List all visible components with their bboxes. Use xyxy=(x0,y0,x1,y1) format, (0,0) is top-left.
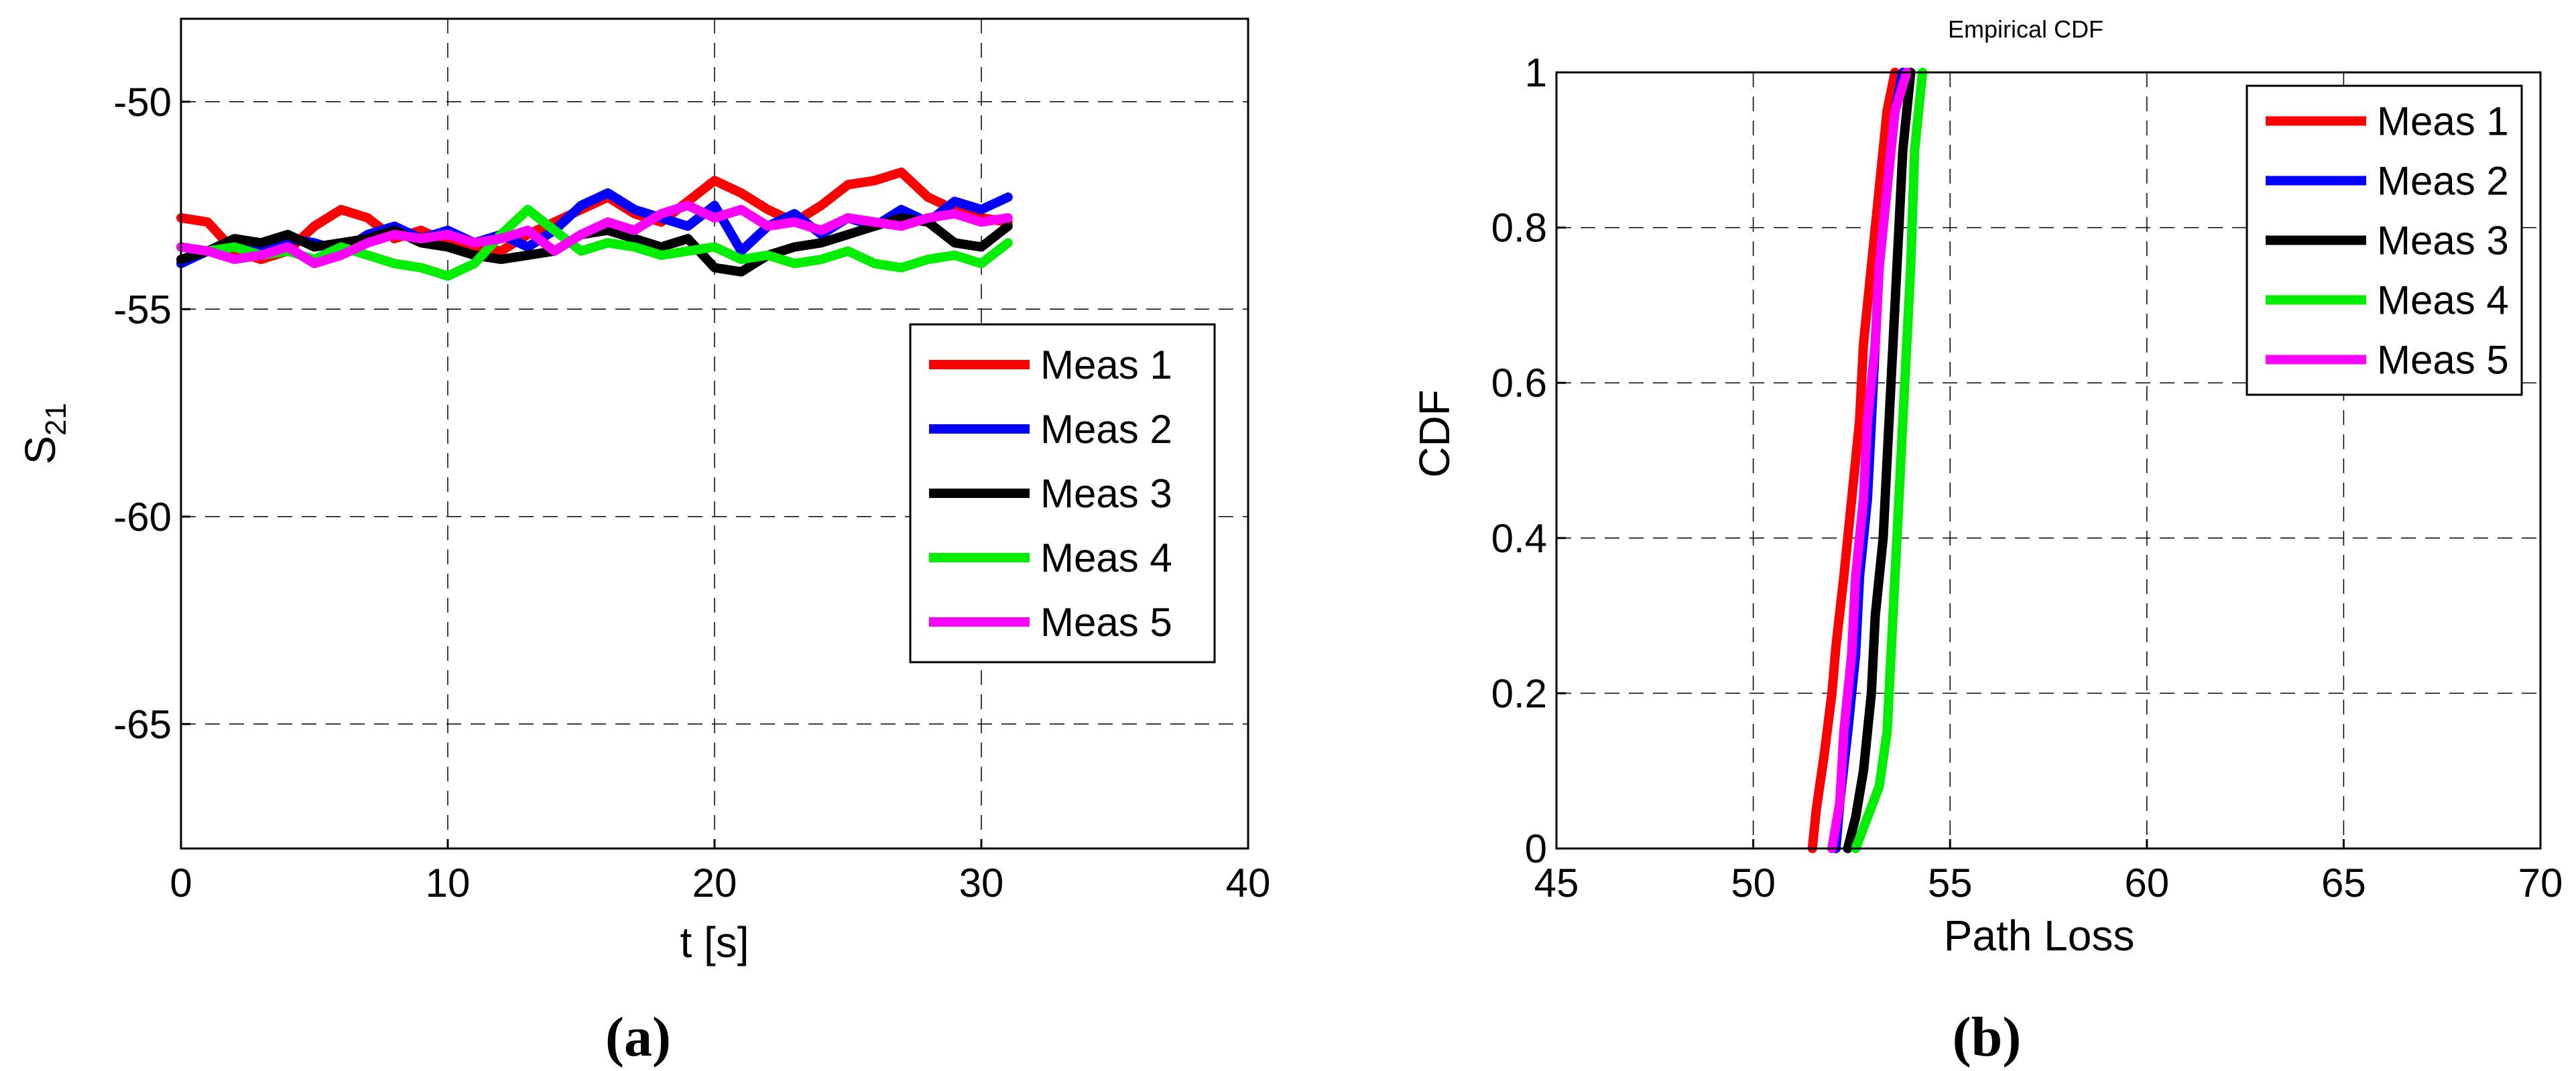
chart-a-xtick-label: 30 xyxy=(959,861,1004,905)
chart-a: 0 10 20 30 40-65-60-55-50 t [s] S21 Meas 1Me… xyxy=(16,17,1270,1068)
chart-a-panel-label: (a) xyxy=(605,1006,671,1068)
chart-b-series xyxy=(1807,68,1928,853)
chart-b-series-4-line xyxy=(1851,68,1928,853)
chart-b-ytick-label: 1 xyxy=(1525,50,1547,95)
chart-b-legend-label: Meas 5 xyxy=(2377,338,2509,383)
chart-b-xtick-label: 70 xyxy=(2518,861,2563,905)
chart-a-xtick-label: 0 xyxy=(170,861,192,905)
chart-a-ytick-label: -65 xyxy=(113,702,172,747)
chart-b-xlabel: Path Loss xyxy=(1944,911,2135,960)
chart-a-ylabel-main: S xyxy=(16,436,64,464)
chart-b-frame xyxy=(1555,71,2542,850)
chart-b-legend-label: Meas 3 xyxy=(2377,218,2509,263)
chart-b-series-1-line xyxy=(1807,68,1900,853)
chart-b-xtick-label: 55 xyxy=(1928,861,1973,905)
chart-a-series xyxy=(176,168,1013,281)
chart-a-xtick-label: 40 xyxy=(1226,861,1271,905)
chart-a-legend-label: Meas 1 xyxy=(1040,342,1172,387)
chart-b-xtick-label: 45 xyxy=(1534,861,1579,905)
chart-a-ytick-label: -55 xyxy=(113,287,172,332)
chart-b-series-3-line xyxy=(1843,68,1916,853)
chart-b-title: Empirical CDF xyxy=(1948,15,2103,43)
chart-b-xtick-label: 50 xyxy=(1731,861,1776,905)
chart-b-ytick-label: 0 xyxy=(1525,826,1547,871)
chart-b-series-5-line xyxy=(1827,68,1912,853)
chart-b-ytick-label: 0.2 xyxy=(1491,671,1547,716)
chart-b-legend: Meas 1 Meas 2 Meas 3 Meas 4 Meas 5 xyxy=(2246,84,2523,396)
chart-b-xtick-label: 60 xyxy=(2124,861,2169,905)
chart-a-ylabel-subscript: 21 xyxy=(40,403,72,436)
chart-b-ticks: 45 50 55 60 65 70 0 0.2 0.4 0.6 0.8 1 xyxy=(1491,50,2563,905)
chart-a-legend-label: Meas 4 xyxy=(1040,536,1172,580)
chart-a-legend-label: Meas 5 xyxy=(1040,600,1172,645)
chart-b-legend-label: Meas 1 xyxy=(2377,99,2509,144)
chart-b-legend-label: Meas 4 xyxy=(2377,278,2509,323)
chart-b-xtick-label: 65 xyxy=(2321,861,2366,905)
chart-a-legend: Meas 1 Meas 2 Meas 3 Meas 4 Meas 5 xyxy=(909,323,1216,664)
chart-a-xtick-label: 20 xyxy=(692,861,737,905)
chart-a-legend-label: Meas 3 xyxy=(1040,471,1172,516)
chart-b-ylabel: CDF xyxy=(1410,389,1459,478)
chart-a-series-5-line xyxy=(176,200,1013,269)
chart-b-ytick-label: 0.6 xyxy=(1491,361,1547,405)
chart-b-ytick-label: 0.4 xyxy=(1491,516,1547,561)
chart-a-ytick-label: -50 xyxy=(113,80,172,125)
chart-b-ytick-label: 0.8 xyxy=(1491,206,1547,251)
chart-a-legend-label: Meas 2 xyxy=(1040,407,1172,452)
chart-a-xlabel: t [s] xyxy=(680,918,749,966)
chart-a-ticks: 0 10 20 30 40 -65 -60 -55 -50 xyxy=(113,80,1270,905)
chart-a-ylabel: S21 xyxy=(16,403,72,464)
chart-b-panel-label: (b) xyxy=(1953,1006,2022,1068)
chart-a-ytick-label: -60 xyxy=(113,495,172,540)
chart-b: Empirical CDF 45 50 55 60 65 70 0 0.2 0.4 0.6 0.8 1… xyxy=(1410,15,2563,1068)
chart-b-legend-label: Meas 2 xyxy=(2377,159,2509,204)
chart-a-xtick-label: 10 xyxy=(426,861,471,905)
